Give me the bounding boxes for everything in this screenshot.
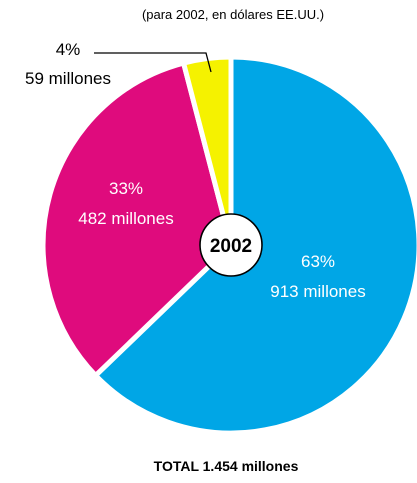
slice-2-amount-label: 482 millones [78, 209, 173, 228]
pie-slice-2 [40, 60, 234, 378]
slice-3-percent-label: 4% [56, 40, 81, 59]
center-year-label: 2002 [210, 236, 252, 257]
chart-subtitle: (para 2002, en dólares EE.UU.) [142, 7, 324, 22]
slice-1-amount-label: 913 millones [270, 282, 365, 301]
chart-total-label: TOTAL 1.454 millones [154, 458, 299, 474]
slice-1-percent-label: 63% [301, 252, 335, 271]
center-badge [199, 213, 263, 277]
slice-2-percent-label: 33% [109, 179, 143, 198]
leader-line-slice-3 [94, 52, 212, 73]
slice-3-amount-label: 59 millones [25, 69, 111, 88]
